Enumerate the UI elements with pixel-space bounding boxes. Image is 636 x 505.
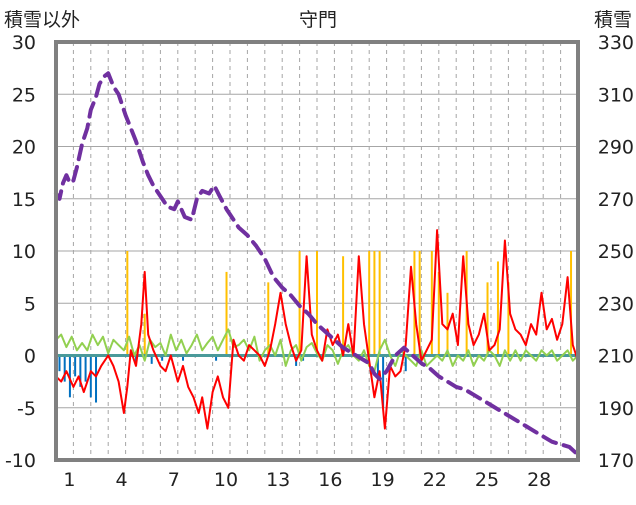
- left-axis: -10 -5 0 5 10 15 20 25 30: [5, 32, 36, 472]
- precipitation-bar: [437, 271, 440, 356]
- left-tick-label: 0: [24, 346, 36, 368]
- precipitation-bar: [373, 251, 376, 356]
- left-axis-label: 積雪以外: [4, 9, 80, 31]
- left-tick-label: -10: [5, 450, 36, 472]
- x-tick-label: 13: [266, 469, 290, 491]
- right-tick-label: 270: [598, 189, 634, 211]
- precipitation-bar: [446, 292, 449, 356]
- precipitation-bar: [507, 282, 510, 356]
- precipitation-bar: [486, 282, 489, 356]
- left-tick-label: -5: [17, 398, 36, 420]
- precipitation-bar: [342, 256, 345, 356]
- right-tick-label: 330: [598, 32, 634, 54]
- x-tick-label: 16: [318, 469, 342, 491]
- negative_change-bar: [161, 355, 164, 361]
- right-tick-label: 290: [598, 137, 634, 159]
- negative_change-bar: [376, 355, 379, 377]
- right-axis: 170 190 210 230 250 270 290 310 330: [598, 32, 634, 472]
- x-tick-label: 25: [475, 469, 499, 491]
- precipitation-bar: [496, 261, 499, 356]
- precipitation-bar: [316, 251, 318, 356]
- precipitation-bar: [126, 251, 129, 356]
- negative_change-bar: [63, 355, 66, 382]
- x-tick-label: 1: [63, 469, 75, 491]
- negative_change-bar: [215, 355, 218, 361]
- precipitation-bar: [143, 313, 146, 356]
- left-tick-label: 10: [12, 241, 36, 263]
- right-tick-label: 190: [598, 398, 634, 420]
- precipitation-bar: [430, 251, 433, 356]
- chart-title: 守門: [299, 9, 337, 31]
- negative_change-bar: [89, 355, 92, 398]
- x-tick-label: 10: [214, 469, 238, 491]
- precipitation-bar: [418, 251, 421, 356]
- negative_change-bar: [404, 355, 407, 372]
- x-tick-label: 7: [168, 469, 180, 491]
- right-tick-label: 230: [598, 293, 634, 315]
- negative_change-bar: [182, 355, 185, 361]
- left-tick-label: 30: [12, 32, 36, 54]
- line-layer: [54, 71, 580, 457]
- x-axis: 1 4 7 10 13 16 19 22 25 28: [63, 469, 551, 491]
- precipitation-bar: [267, 282, 270, 356]
- temperature-line: [55, 229, 579, 430]
- x-tick-label: 19: [371, 469, 395, 491]
- right-tick-label: 210: [598, 346, 634, 368]
- precipitation-bar: [570, 251, 573, 356]
- precipitation-bar: [378, 251, 381, 356]
- right-tick-label: 310: [598, 84, 634, 106]
- left-tick-label: 20: [12, 137, 36, 159]
- plot-frame: [54, 40, 580, 462]
- snow_depth-line: [54, 71, 580, 457]
- right-tick-label: 250: [598, 241, 634, 263]
- negative_change-bar: [79, 355, 82, 387]
- negative_change-bar: [95, 355, 98, 403]
- negative_change-bar: [84, 355, 87, 382]
- negative_change-bar: [68, 355, 71, 398]
- left-tick-label: 5: [24, 293, 36, 315]
- negative_change-bar: [58, 355, 61, 372]
- x-tick-label: 4: [116, 469, 128, 491]
- x-tick-label: 22: [423, 469, 447, 491]
- left-tick-label: 25: [12, 84, 36, 106]
- negative_change-bar: [382, 355, 385, 408]
- snowfall_change-line: [55, 328, 579, 373]
- negative_change-bar: [150, 355, 153, 364]
- precipitation-bar: [225, 271, 228, 356]
- right-tick-label: 170: [598, 450, 634, 472]
- left-tick-label: 15: [12, 189, 36, 211]
- precipitation-bar: [368, 251, 371, 356]
- negative_change-bar: [74, 355, 77, 377]
- right-axis-label: 積雪: [594, 9, 632, 31]
- x-tick-label: 28: [527, 469, 551, 491]
